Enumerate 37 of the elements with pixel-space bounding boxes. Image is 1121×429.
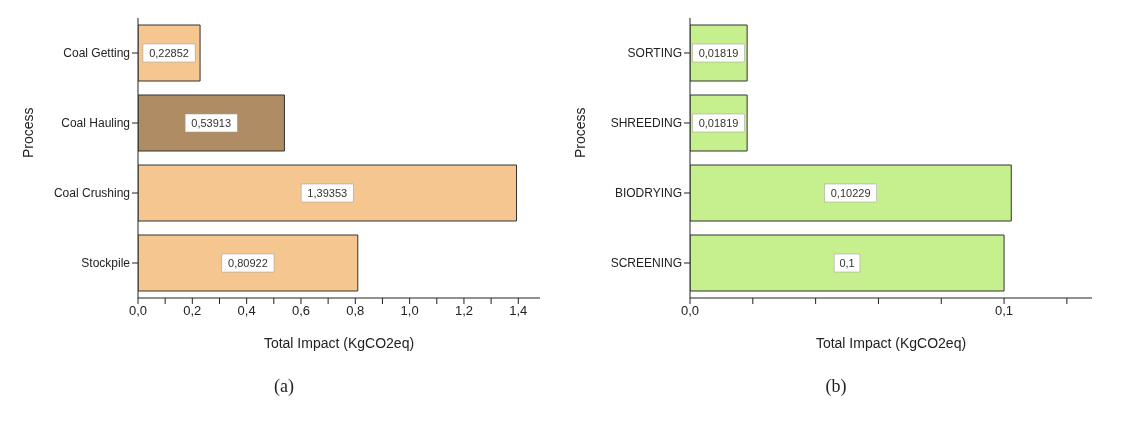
y-tick-label: SCREENING	[610, 256, 682, 271]
y-tick-label: Coal Getting	[63, 46, 130, 61]
x-tick-label: 0,0	[128, 303, 148, 319]
y-tick-label: Stockpile	[81, 256, 131, 271]
x-axis-title: Total Impact (KgCO2eq)	[263, 335, 415, 351]
x-tick-label: 0,2	[183, 303, 202, 319]
x-tick-label: 0,1	[995, 303, 1014, 319]
x-tick-label: 1,2	[454, 303, 473, 319]
bar	[138, 234, 359, 292]
text: (a)	[273, 376, 295, 397]
x-axis-title: Total Impact (KgCO2eq)	[815, 335, 967, 351]
y-axis-title: Process	[571, 107, 588, 158]
data-label: 0,80922	[228, 257, 268, 269]
x-tick-label: 0,4	[237, 303, 256, 319]
data-label: 0,01819	[698, 117, 739, 129]
bar	[690, 234, 1005, 292]
bar	[138, 164, 518, 222]
y-tick-label: SORTING	[627, 46, 682, 61]
data-label: 0,01819	[698, 47, 739, 59]
data-label: 0,10229	[830, 187, 871, 199]
bar	[138, 94, 285, 152]
x-tick-label: 0,0	[680, 303, 700, 319]
data-label: 1,39353	[307, 187, 348, 199]
text: (b)	[824, 376, 848, 397]
data-label: 0,22852	[149, 47, 189, 59]
data-label: 0,53913	[191, 117, 232, 129]
data-label: 0,1	[839, 257, 855, 269]
y-tick-label: BIODRYING	[614, 186, 682, 201]
y-axis-title: Process	[19, 107, 36, 158]
x-tick-label: 1,4	[509, 303, 528, 319]
y-tick-label: Coal Crushing	[53, 186, 130, 201]
bar	[690, 164, 1012, 222]
x-tick-label: 1,0	[400, 303, 419, 319]
y-tick-label: SHREEDING	[610, 116, 682, 131]
y-tick-label: Coal Hauling	[61, 116, 130, 131]
x-tick-label: 0,8	[346, 303, 365, 319]
x-tick-label: 0,6	[291, 303, 311, 319]
